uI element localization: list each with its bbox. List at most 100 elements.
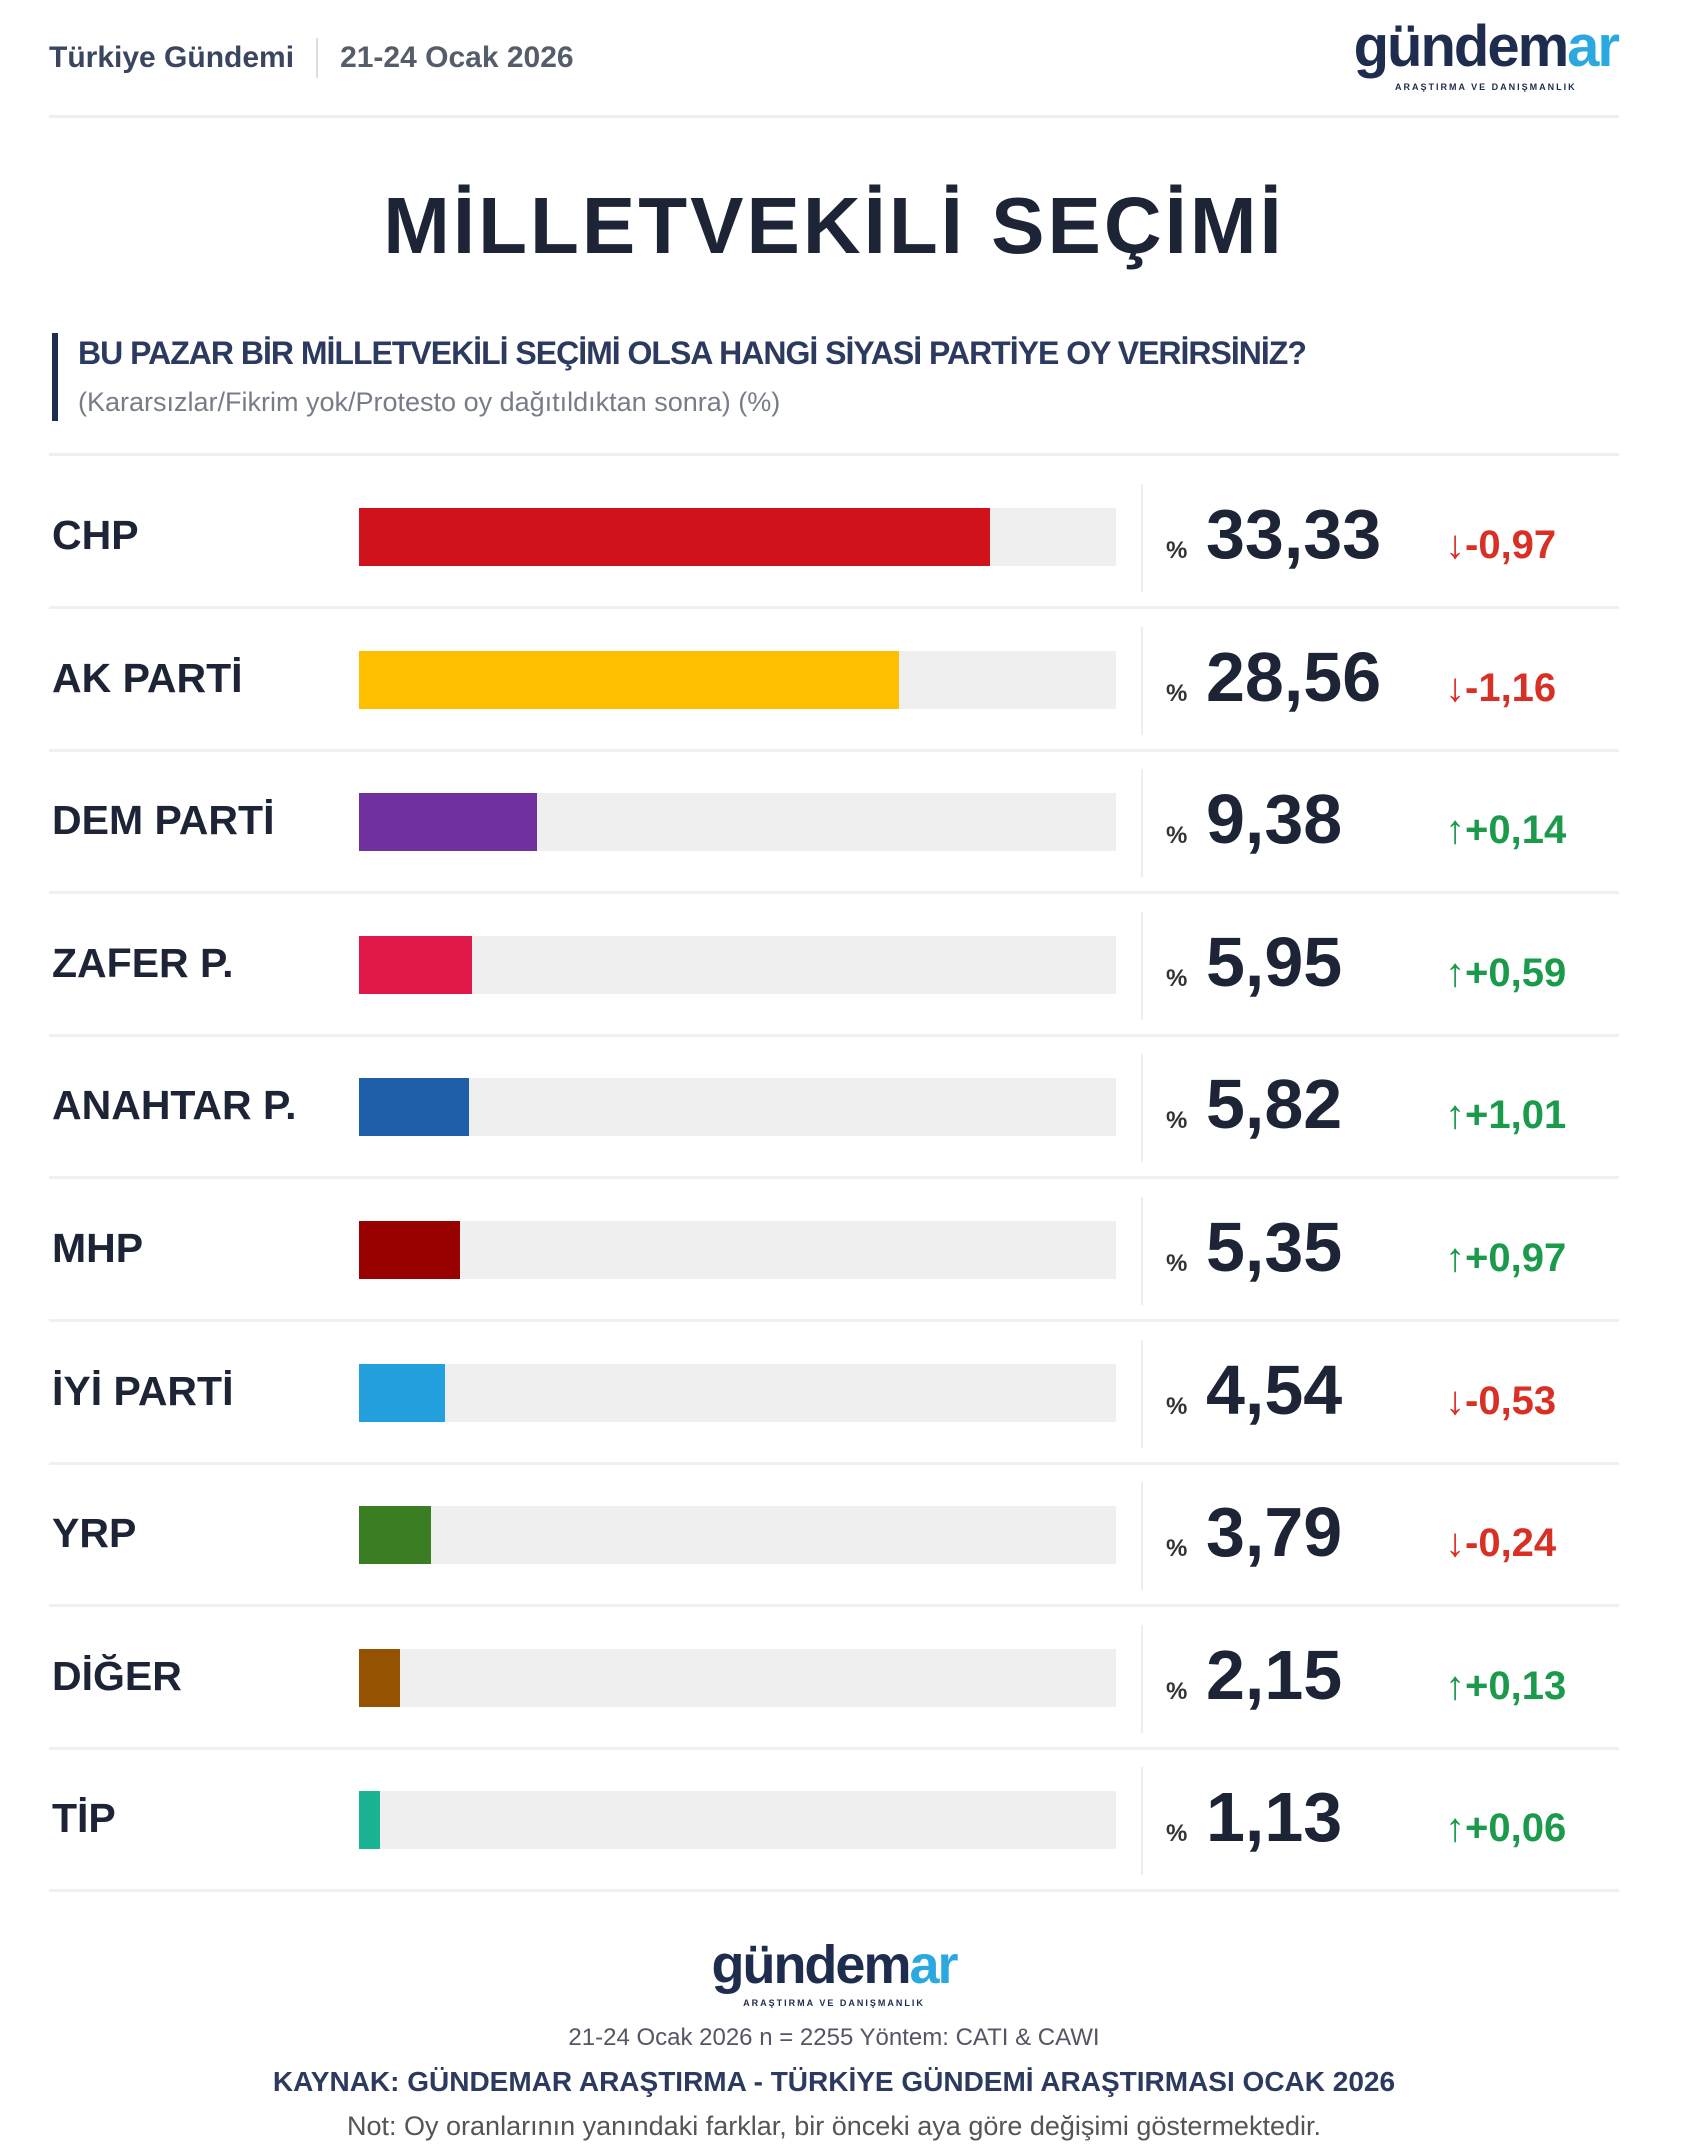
arrow-down-icon: ↓	[1445, 665, 1465, 710]
gundemar-logo: gündemar ARAŞTIRMA VE DANIŞMANLIK	[1353, 14, 1620, 93]
percent-sign: %	[1166, 1250, 1188, 1277]
arrow-up-icon: ↑	[1445, 1806, 1465, 1851]
logo-wordmark: gündemar	[711, 1935, 958, 1995]
arrow-up-icon: ↑	[1445, 1236, 1465, 1280]
column-divider	[1141, 484, 1143, 592]
page-title: MİLLETVEKİLİ SEÇİMİ	[383, 181, 1285, 270]
change-label: ↑+0,13	[1445, 1663, 1566, 1709]
change-label: ↓-0,24	[1445, 1520, 1556, 1566]
column-divider	[1141, 1197, 1143, 1305]
row-separator	[49, 1319, 1619, 1322]
header-source: Türkiye Gündemi	[49, 41, 295, 74]
change-label: ↑+0,59	[1445, 950, 1566, 996]
row-separator	[49, 1033, 1619, 1037]
row-separator	[49, 891, 1619, 895]
row-separator	[49, 606, 1619, 609]
bar-fill	[359, 508, 990, 566]
value-label: 3,79	[1206, 1493, 1343, 1572]
gundemar-logo-footer: gündemar ARAŞTIRMA VE DANIŞMANLIK	[0, 1938, 1668, 2009]
arrow-up-icon: ↑	[1445, 1663, 1465, 1708]
change-label: ↑+0,97	[1445, 1235, 1566, 1281]
bar-row-5: MHP% 5,35 ↑+0,97	[49, 1179, 1619, 1322]
party-label: MHP	[52, 1225, 144, 1271]
logo-tagline: ARAŞTIRMA VE DANIŞMANLIK	[1394, 82, 1577, 92]
question-subtitle: (Kararsızlar/Fikrim yok/Protesto oy dağı…	[78, 387, 781, 417]
change-value: +0,97	[1465, 1236, 1567, 1280]
party-label: YRP	[52, 1510, 137, 1557]
column-divider	[1141, 626, 1143, 735]
arrow-down-icon: ↓	[1445, 1378, 1465, 1423]
change-value: +0,59	[1465, 950, 1567, 995]
row-separator	[49, 1176, 1619, 1180]
value-label: 28,56	[1206, 637, 1382, 716]
header-date: 21-24 Ocak 2026	[340, 41, 574, 74]
value-label: 9,38	[1206, 780, 1343, 859]
footer-source: KAYNAK: GÜNDEMAR ARAŞTIRMA - TÜRKİYE GÜN…	[272, 2066, 1396, 2097]
change-label: ↑+1,01	[1445, 1092, 1566, 1138]
value-label: 33,33	[1206, 495, 1382, 573]
bar-row-7: YRP% 3,79 ↓-0,24	[49, 1464, 1619, 1608]
value-label: 4,54	[1206, 1350, 1343, 1429]
bar-row-6: İYİ PARTİ% 4,54 ↓-0,53	[49, 1322, 1619, 1465]
percent-sign: %	[1166, 1392, 1188, 1420]
change-value: +0,14	[1465, 808, 1567, 853]
change-value: +0,13	[1465, 1663, 1567, 1708]
percent-sign: %	[1166, 679, 1188, 707]
footer-method: 21-24 Ocak 2026 n = 2255 Yöntem: CATI & …	[568, 2024, 1100, 2051]
row-separator	[49, 1604, 1619, 1608]
column-divider	[1141, 1339, 1143, 1448]
row-separator	[49, 748, 1619, 752]
change-label: ↓-0,53	[1445, 1378, 1556, 1424]
bar-row-0: CHP% 33,33 ↓-0,97	[49, 466, 1619, 609]
bar-track	[359, 1506, 1116, 1565]
party-label: İYİ PARTİ	[52, 1367, 234, 1414]
bar-fill	[359, 1648, 400, 1707]
bar-fill	[359, 1363, 445, 1422]
percent-sign: %	[1166, 1107, 1188, 1135]
question-accent-bar	[52, 333, 58, 421]
bar-row-2: DEM PARTİ% 9,38 ↑+0,14	[49, 751, 1619, 895]
bar-fill	[359, 1078, 470, 1137]
logo-wordmark: gündemar	[1353, 14, 1620, 79]
value-label: 2,15	[1206, 1635, 1343, 1714]
party-label: TİP	[52, 1795, 116, 1842]
column-divider	[1141, 1767, 1143, 1876]
header-divider-line	[49, 115, 1619, 118]
bar-track	[359, 1078, 1116, 1137]
bar-fill	[359, 1791, 381, 1850]
party-label: ANAHTAR P.	[52, 1082, 297, 1129]
chart-top-line	[49, 453, 1619, 456]
bar-track	[359, 508, 1116, 566]
percent-sign: %	[1166, 1535, 1188, 1563]
bar-track	[359, 935, 1116, 994]
party-label: DEM PARTİ	[52, 797, 275, 844]
bar-fill	[359, 1506, 431, 1565]
value-label: 5,35	[1206, 1208, 1343, 1286]
row-separator	[49, 1461, 1619, 1465]
bar-row-4: ANAHTAR P.% 5,82 ↑+1,01	[49, 1036, 1619, 1180]
bar-track	[359, 1791, 1116, 1850]
arrow-up-icon: ↑	[1445, 808, 1465, 853]
arrow-up-icon: ↑	[1445, 950, 1465, 995]
change-value: -0,24	[1465, 1521, 1557, 1566]
column-divider	[1141, 911, 1143, 1020]
arrow-down-icon: ↓	[1445, 1521, 1465, 1566]
column-divider	[1141, 1482, 1143, 1591]
bar-fill	[359, 650, 900, 709]
bar-fill	[359, 1221, 461, 1279]
bar-track	[359, 1363, 1116, 1422]
percent-sign: %	[1166, 1677, 1188, 1705]
value-label: 5,95	[1206, 922, 1343, 1001]
bar-row-3: ZAFER P.% 5,95 ↑+0,59	[49, 894, 1619, 1037]
bar-row-8: DİĞER% 2,15 ↑+0,13	[49, 1607, 1619, 1750]
change-value: +1,01	[1465, 1093, 1567, 1138]
change-label: ↓-0,97	[1445, 522, 1556, 568]
percent-sign: %	[1166, 537, 1188, 564]
column-divider	[1141, 1054, 1143, 1163]
header-divider	[316, 38, 319, 78]
column-divider	[1141, 769, 1143, 878]
percent-sign: %	[1166, 964, 1188, 992]
bar-track	[359, 1648, 1116, 1707]
change-label: ↑+0,14	[1445, 807, 1566, 853]
bar-fill	[359, 935, 472, 994]
